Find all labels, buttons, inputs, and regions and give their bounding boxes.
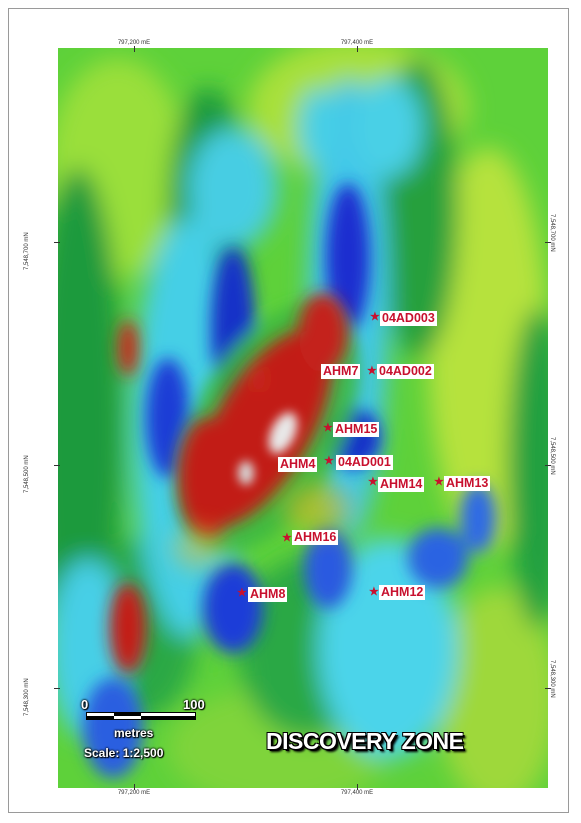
northing-label-left: 7,548,500 mN <box>24 455 30 493</box>
drillhole-label-AHM12[interactable]: AHM12 <box>379 585 425 600</box>
drillhole-label-04AD003[interactable]: 04AD003 <box>380 311 437 326</box>
drillhole-label-AHM14[interactable]: AHM14 <box>378 477 424 492</box>
scalebar-min: 0 <box>81 697 88 712</box>
drillhole-star-icon[interactable]: ★ <box>370 312 380 323</box>
drillhole-star-icon[interactable]: ★ <box>324 456 334 467</box>
tick-left-1 <box>54 242 60 243</box>
map-title: DISCOVERY ZONE <box>266 728 463 755</box>
drillhole-label-04AD001[interactable]: 04AD001 <box>336 455 393 470</box>
geophysics-map[interactable] <box>58 48 548 788</box>
drillhole-label-AHM13[interactable]: AHM13 <box>444 476 490 491</box>
drillhole-label-AHM16[interactable]: AHM16 <box>292 530 338 545</box>
scale-ratio: Scale: 1:2,500 <box>84 746 163 760</box>
tick-left-2 <box>54 465 60 466</box>
northing-label-right: 7,548,500 mN <box>549 437 555 475</box>
tick-left-3 <box>54 688 60 689</box>
drillhole-star-icon[interactable]: ★ <box>323 423 333 434</box>
scalebar <box>86 712 198 722</box>
drillhole-label-AHM8[interactable]: AHM8 <box>248 587 287 602</box>
scalebar-max: 100 <box>183 697 205 712</box>
easting-label-top: 797,400 mE <box>341 40 373 46</box>
anomaly-raster <box>58 48 548 788</box>
drillhole-label-AHM15[interactable]: AHM15 <box>333 422 379 437</box>
easting-label-bottom: 797,400 mE <box>341 790 373 796</box>
scalebar-unit: metres <box>114 726 153 740</box>
drillhole-star-icon[interactable]: ★ <box>367 366 377 377</box>
northing-label-left: 7,548,700 mN <box>24 232 30 270</box>
drillhole-star-icon[interactable]: ★ <box>368 477 378 488</box>
northing-label-right: 7,548,700 mN <box>549 214 555 252</box>
tick-top-2 <box>357 46 358 52</box>
drillhole-star-icon[interactable]: ★ <box>369 587 379 598</box>
drillhole-label-04AD002[interactable]: 04AD002 <box>377 364 434 379</box>
tick-top-1 <box>134 46 135 52</box>
drillhole-label-AHM7[interactable]: AHM7 <box>321 364 360 379</box>
easting-label-bottom: 797,200 mE <box>118 790 150 796</box>
drillhole-star-icon[interactable]: ★ <box>282 533 292 544</box>
northing-label-left: 7,548,300 mN <box>24 678 30 716</box>
drillhole-label-AHM4[interactable]: AHM4 <box>278 457 317 472</box>
northing-label-right: 7,548,300 mN <box>549 660 555 698</box>
easting-label-top: 797,200 mE <box>118 40 150 46</box>
drillhole-star-icon[interactable]: ★ <box>434 477 444 488</box>
drillhole-star-icon[interactable]: ★ <box>237 588 247 599</box>
